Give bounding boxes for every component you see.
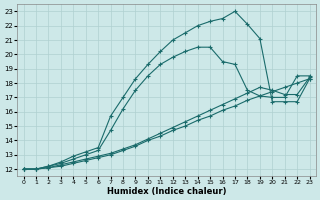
X-axis label: Humidex (Indice chaleur): Humidex (Indice chaleur) (107, 187, 226, 196)
